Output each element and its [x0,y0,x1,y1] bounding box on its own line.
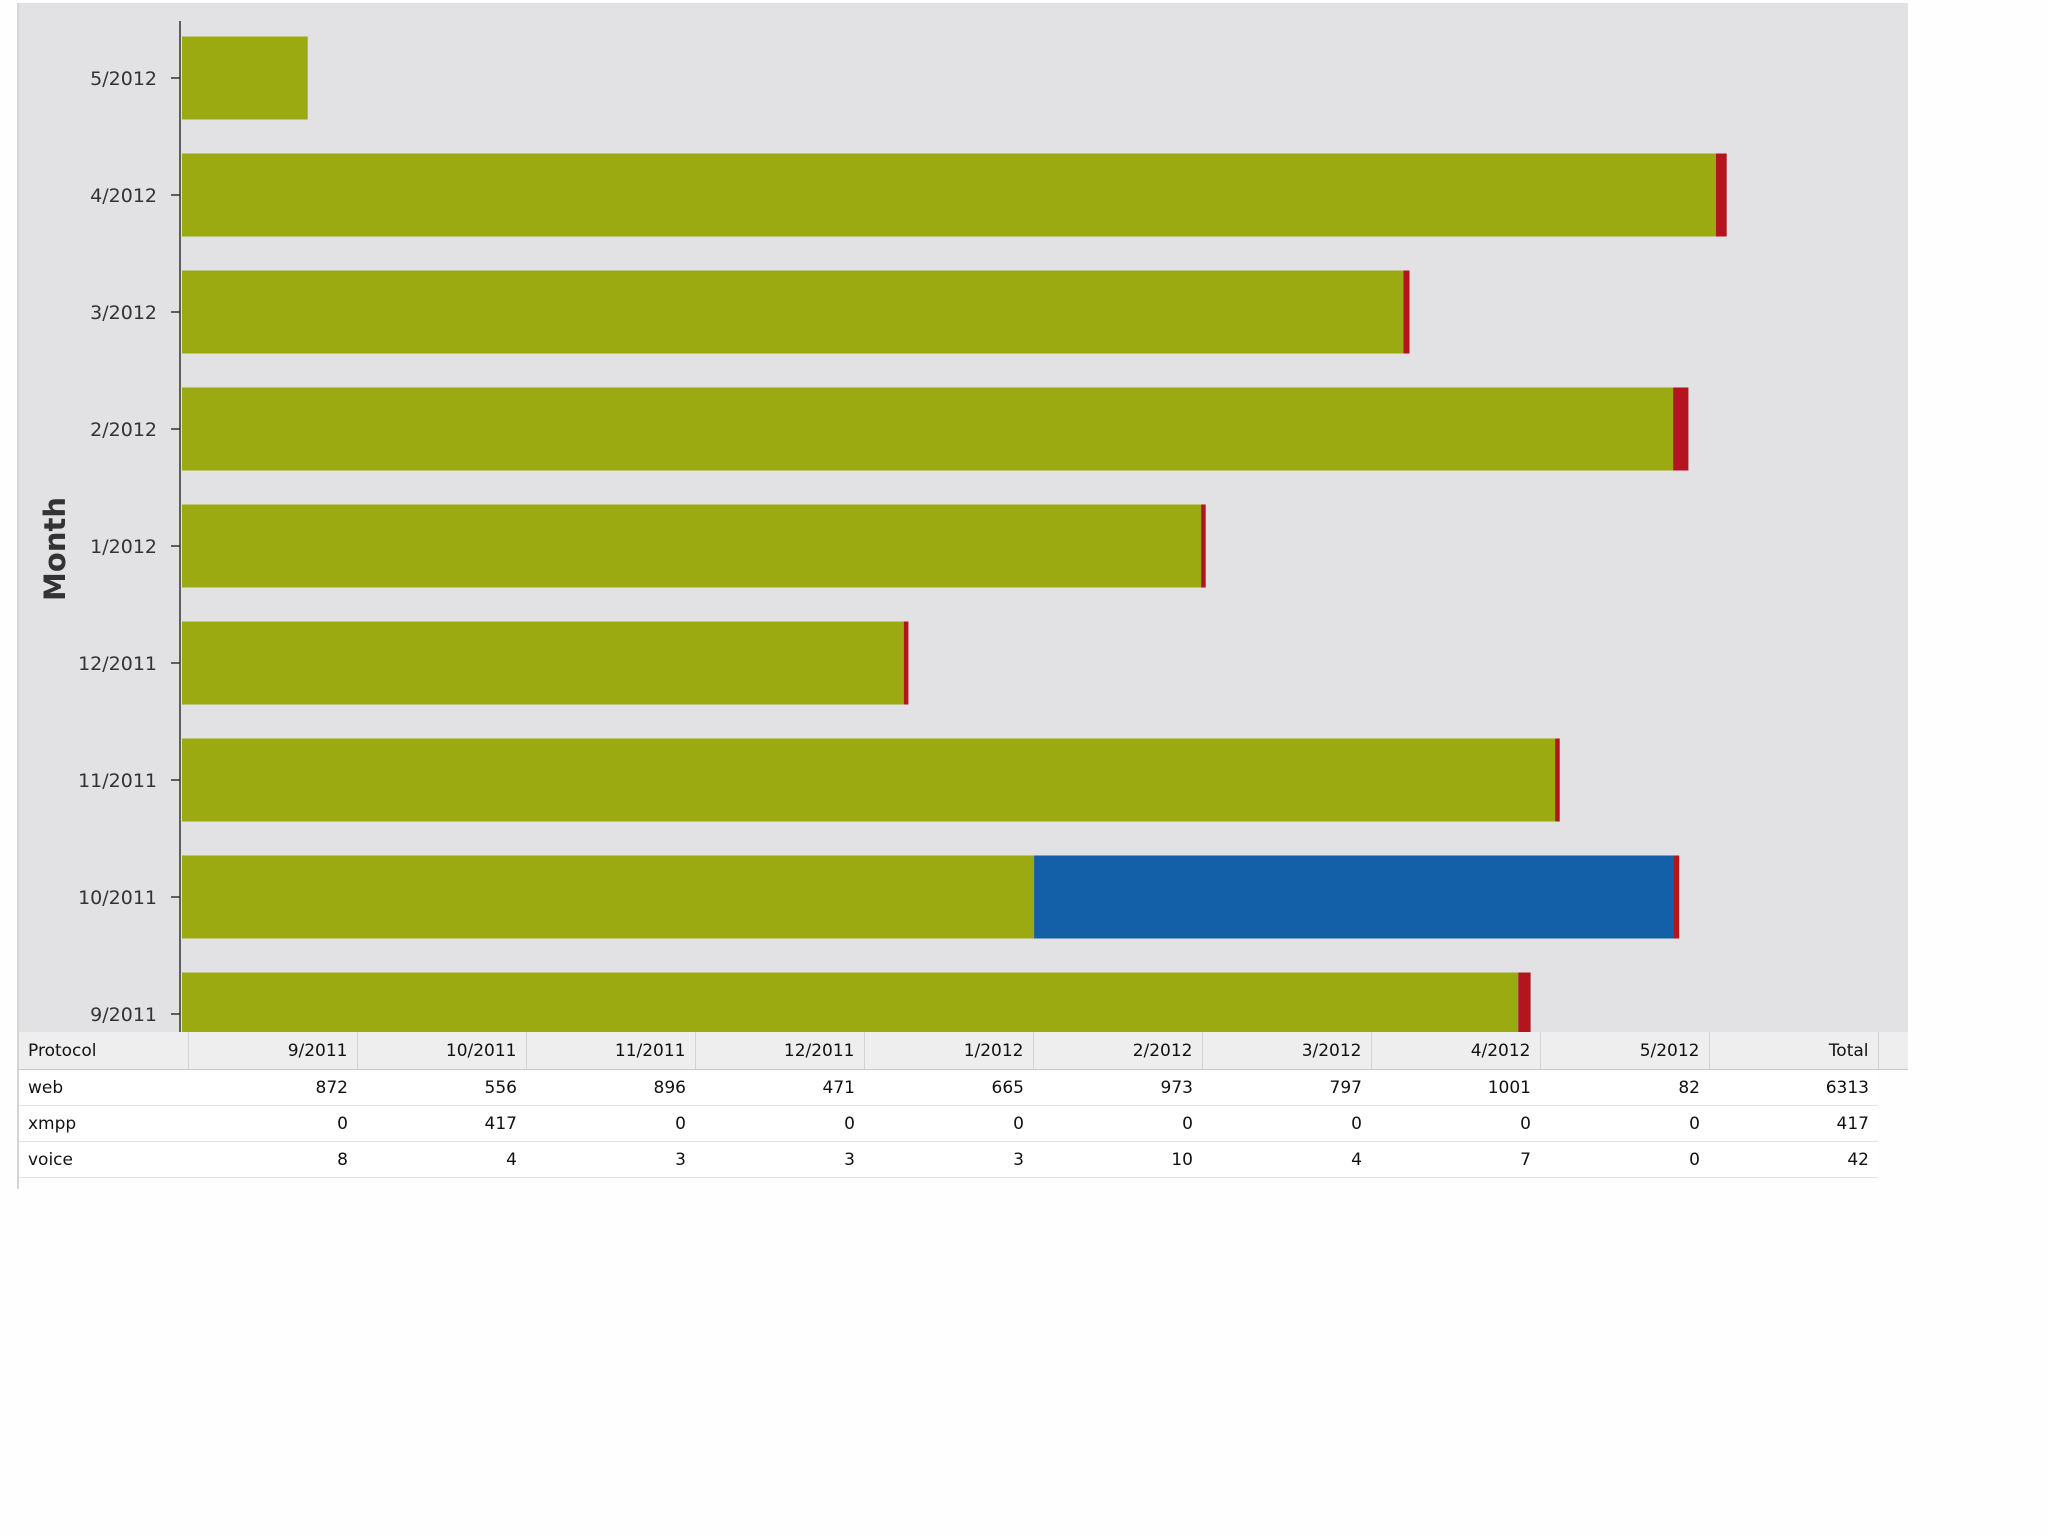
bar-web-9-2011[interactable] [182,972,1519,1033]
bar-web-4-2012[interactable] [182,153,1716,237]
table-cell: 0 [1033,1105,1202,1142]
bar-web-3-2012[interactable] [182,270,1404,354]
table-cell: 1001 [1371,1069,1540,1106]
table-cell: 42 [1709,1141,1878,1178]
chart-panel: 9/2011 10/2011 11/2011 12/2011 1/2012 2/2012 3… [17,3,1908,1032]
table-cell: 3 [695,1141,864,1178]
table-cell: 417 [1709,1105,1878,1142]
table-cell: 973 [1033,1069,1202,1106]
table-cell-spacer [1878,1141,1908,1178]
bar-voice-10-2011[interactable] [1673,855,1680,939]
table-row[interactable]: voice 8 4 3 3 3 10 4 7 0 42 [19,1141,1908,1178]
table-cell: 0 [1540,1141,1709,1178]
table-cell: voice [19,1141,188,1178]
table-cell-spacer [1878,1069,1908,1106]
table-cell: 4 [357,1141,526,1178]
table-cell: 665 [864,1069,1033,1106]
table-cell: 471 [695,1069,864,1106]
table-cell: 82 [1540,1069,1709,1106]
table-row[interactable]: web 872 556 896 471 665 973 797 1001 82 … [19,1069,1908,1106]
y-tick-label: 3/2012 [90,302,157,324]
bar-web-10-2011[interactable] [182,855,1035,939]
table-cell: 10 [1033,1141,1202,1178]
table-cell: 797 [1202,1069,1371,1106]
y-tick-label: 10/2011 [78,887,157,909]
table-cell: 0 [1540,1105,1709,1142]
table-cell: 8 [188,1141,357,1178]
y-tick-label: 5/2012 [90,68,157,90]
data-table: Protocol 9/2011 10/2011 11/2011 12/2011 … [19,1032,1908,1178]
y-tick-label: 1/2012 [90,536,157,558]
table-cell: 7 [1371,1141,1540,1178]
table-cell: 0 [864,1105,1033,1142]
bar-web-2-2012[interactable] [182,387,1674,471]
column-header-1-2012[interactable]: 1/2012 [864,1032,1034,1070]
table-cell: xmpp [19,1105,188,1142]
bar-voice-11-2011[interactable] [1555,738,1560,822]
table-cell: 556 [357,1069,526,1106]
bar-web-12-2011[interactable] [182,621,904,705]
column-header-total[interactable]: Total [1709,1032,1879,1070]
table-cell: 0 [695,1105,864,1142]
table-cell: 0 [526,1105,695,1142]
column-header-5-2012[interactable]: 5/2012 [1540,1032,1710,1070]
y-tick-label: 4/2012 [90,185,157,207]
y-axis-title: Month [38,497,72,601]
column-header-2-2012[interactable]: 2/2012 [1033,1032,1203,1070]
bar-chart: 9/2011 10/2011 11/2011 12/2011 1/2012 2/2012 3… [38,21,1727,1033]
table-cell: web [19,1069,188,1106]
table-cell: 896 [526,1069,695,1106]
table-cell: 6313 [1709,1069,1878,1106]
bar-xmpp-10-2011[interactable] [1034,855,1674,939]
table-cell-spacer [1878,1105,1908,1142]
bar-voice-4-2012[interactable] [1716,153,1727,237]
column-header-spacer [1878,1032,1908,1070]
table-cell: 0 [1202,1105,1371,1142]
table-cell: 0 [188,1105,357,1142]
y-tick-label: 2/2012 [90,419,157,441]
table-header-row: Protocol 9/2011 10/2011 11/2011 12/2011 … [19,1032,1908,1070]
bar-voice-12-2011[interactable] [903,621,909,705]
column-header-protocol[interactable]: Protocol [19,1032,189,1070]
table-cell: 4 [1202,1141,1371,1178]
column-header-4-2012[interactable]: 4/2012 [1371,1032,1541,1070]
table-cell: 0 [1371,1105,1540,1142]
column-header-9-2011[interactable]: 9/2011 [188,1032,358,1070]
y-tick-label: 11/2011 [78,770,157,792]
column-header-12-2011[interactable]: 12/2011 [695,1032,865,1070]
y-ticks-group: 9/2011 10/2011 11/2011 12/2011 1/2012 2/2012 3… [78,68,180,1026]
column-header-11-2011[interactable]: 11/2011 [526,1032,696,1070]
left-border [17,3,19,1189]
column-header-10-2011[interactable]: 10/2011 [357,1032,527,1070]
table-row[interactable]: xmpp 0 417 0 0 0 0 0 0 0 417 [19,1105,1908,1142]
column-header-3-2012[interactable]: 3/2012 [1202,1032,1372,1070]
bar-web-11-2011[interactable] [182,738,1556,822]
bar-web-5-2012[interactable] [182,36,308,120]
bar-voice-2-2012[interactable] [1673,387,1689,471]
bar-voice-3-2012[interactable] [1403,270,1410,354]
y-tick-label: 9/2011 [90,1004,157,1026]
table-cell: 417 [357,1105,526,1142]
table-cell: 3 [864,1141,1033,1178]
bar-web-1-2012[interactable] [182,504,1202,588]
table-cell: 872 [188,1069,357,1106]
table-cell: 3 [526,1141,695,1178]
bar-voice-1-2012[interactable] [1201,504,1206,588]
bars-group [182,36,1727,1033]
bar-voice-9-2011[interactable] [1518,972,1531,1033]
y-tick-label: 12/2011 [78,653,157,675]
